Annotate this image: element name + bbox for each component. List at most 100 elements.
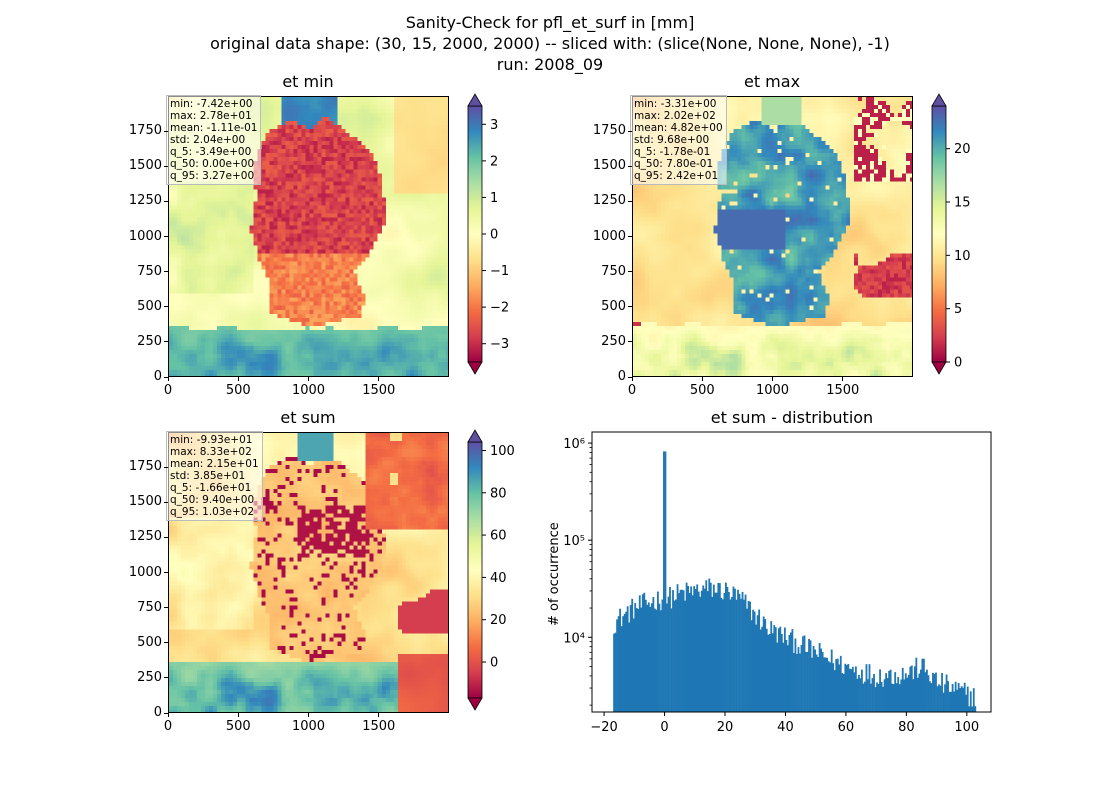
heatmap-cell [417,297,423,303]
heatmap-cell [289,113,294,118]
heatmap-cell [305,137,310,142]
heatmap-cell [337,257,343,263]
heatmap-cell [365,333,371,339]
heatmap-cell [209,373,214,376]
heatmap-cell [277,289,282,295]
heatmap-cell [425,369,431,375]
heatmap-cell [381,133,387,138]
heatmap-cell [317,221,323,226]
heatmap-cell [345,353,351,359]
heatmap-cell [285,173,290,178]
heatmap-cell [349,297,355,303]
heatmap-cell [345,205,351,210]
heatmap-cell [209,201,214,206]
heatmap-cell [273,309,278,315]
heatmap-cell [217,237,222,243]
heatmap-cell [173,317,178,323]
heatmap-cell [325,197,331,202]
heatmap-cell [189,253,194,259]
heatmap-cell [441,237,447,243]
heatmap-cell [433,337,439,343]
heatmap-cell [265,257,270,263]
heatmap-cell [349,345,355,351]
heatmap-cell [385,289,391,295]
heatmap-cell [325,313,331,319]
heatmap-cell [429,137,435,142]
heatmap-cell [261,185,266,190]
heatmap-cell [413,165,419,170]
heatmap-cell [257,241,262,247]
heatmap-cell [189,237,194,243]
heatmap-cell [433,177,439,182]
heatmap-cell [401,157,407,162]
heatmap-cell [305,209,310,214]
heatmap-cell [213,265,218,271]
heatmap-cell [309,241,315,247]
heatmap-cell [205,273,210,279]
heatmap-cell [177,209,182,214]
heatmap-cell [345,365,351,371]
heatmap-cell [405,101,411,106]
heatmap-cell [209,309,214,315]
heatmap-cell [433,297,439,303]
heatmap-cell [445,185,448,190]
heatmap-cell [445,369,448,375]
heatmap-cell [425,353,431,359]
heatmap-cell [349,373,355,376]
heatmap-cell [405,237,411,243]
heatmap-cell [277,273,282,279]
heatmap-cell [425,245,431,251]
heatmap-cell [201,265,206,271]
heatmap-cell [365,285,371,291]
heatmap-cell [265,289,270,295]
heatmap-cell [329,297,335,303]
heatmap-cell [433,221,439,226]
heatmap-cell [437,225,443,230]
heatmap-cell [329,193,335,198]
heatmap-cell [285,265,290,271]
heatmap-cell [301,245,306,251]
heatmap-cell [321,225,327,230]
x-tick-label: 1000 [291,383,326,398]
heatmap-cell [397,173,403,178]
heatmap-cell [437,213,443,218]
heatmap-cell [417,265,423,271]
heatmap-cell [293,173,298,178]
heatmap-cell [361,233,367,238]
heatmap-cell [413,181,419,186]
heatmap-cell [285,153,290,158]
heatmap-cell [385,225,391,230]
heatmap-cell [205,345,210,351]
heatmap-cell [281,329,286,335]
heatmap-cell [321,373,327,376]
heatmap-cell [437,201,443,206]
heatmap-cell [325,257,331,263]
heatmap-cell [341,113,347,118]
heatmap-cell [185,273,190,279]
heatmap-cell [381,173,387,178]
heatmap-cell [261,101,266,106]
heatmap-cell [445,221,448,226]
heatmap-cell [369,109,375,114]
heatmap-cell [269,205,274,210]
heatmap-cell [429,141,435,146]
heatmap-cell [169,197,174,202]
heatmap-cell [425,145,431,150]
heatmap-cell [361,345,367,351]
heatmap-cell [373,105,379,110]
heatmap-cell [361,141,367,146]
heatmap-cell [265,353,270,359]
heatmap-cell [301,145,306,150]
heatmap-cell [389,281,395,287]
heatmap-cell [181,313,186,319]
heatmap-cell [257,245,262,251]
heatmap-cell [401,109,407,114]
heatmap-cell [353,245,359,251]
heatmap-cell [361,157,367,162]
heatmap-cell [257,305,262,311]
heatmap-cell [265,329,270,335]
heatmap-cell [357,213,363,218]
heatmap-cell [421,137,427,142]
heatmap-cell [365,157,371,162]
